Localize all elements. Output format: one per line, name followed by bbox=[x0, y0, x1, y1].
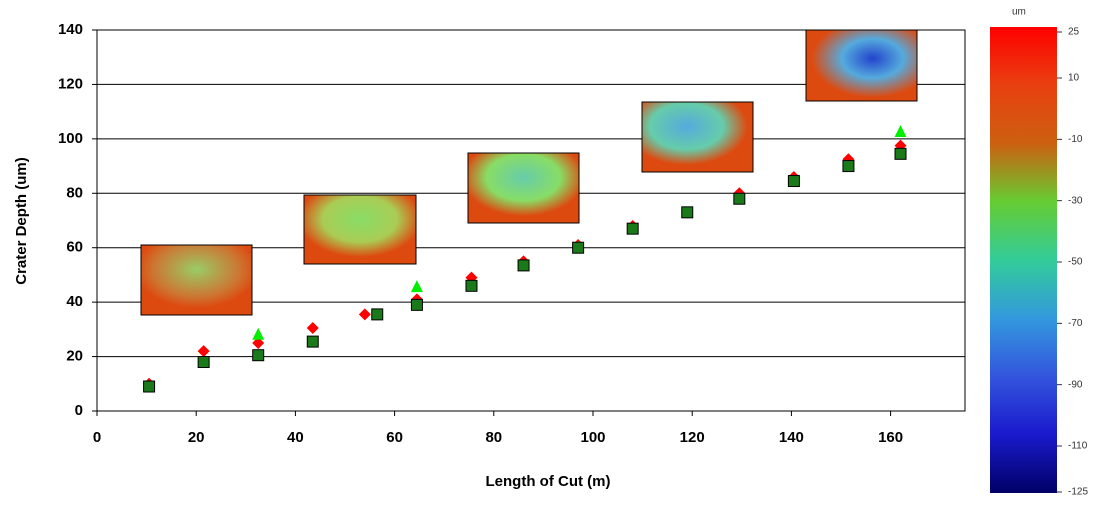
square-marker bbox=[682, 207, 693, 218]
colorbar-tick-label: -125 bbox=[1068, 487, 1088, 498]
crater-image bbox=[304, 195, 416, 264]
colorbar-tick-label: -30 bbox=[1068, 195, 1083, 206]
square-marker bbox=[627, 223, 638, 234]
colorbar bbox=[990, 27, 1057, 493]
x-tick-label: 140 bbox=[779, 429, 804, 446]
chart: 020406080100120140020406080100120140160 … bbox=[0, 0, 1104, 503]
square-marker bbox=[466, 280, 477, 291]
y-tick-label: 60 bbox=[66, 239, 83, 256]
y-tick-label: 20 bbox=[66, 348, 83, 365]
square-marker bbox=[843, 161, 854, 172]
colorbar-tick-label: 10 bbox=[1068, 73, 1080, 84]
square-marker bbox=[895, 148, 906, 159]
page: 020406080100120140020406080100120140160 … bbox=[0, 0, 1104, 508]
colorbar-tick-label: -70 bbox=[1068, 318, 1083, 329]
y-tick-label: 140 bbox=[58, 21, 83, 38]
triangle-marker bbox=[411, 280, 423, 292]
colorbar-tick-label: -10 bbox=[1068, 134, 1083, 145]
y-axis-title: Crater Depth (um) bbox=[13, 157, 30, 285]
x-tick-label: 40 bbox=[287, 429, 304, 446]
x-tick-label: 60 bbox=[386, 429, 403, 446]
crater-image bbox=[806, 30, 917, 101]
y-tick-label: 120 bbox=[58, 75, 83, 92]
y-tick-label: 100 bbox=[58, 130, 83, 147]
x-tick-label: 100 bbox=[580, 429, 605, 446]
x-tick-label: 20 bbox=[188, 429, 205, 446]
square-marker bbox=[734, 193, 745, 204]
y-tick-label: 40 bbox=[66, 293, 83, 310]
triangle-marker bbox=[252, 328, 264, 340]
square-marker bbox=[372, 309, 383, 320]
square-marker bbox=[307, 336, 318, 347]
crater-image bbox=[468, 153, 579, 223]
x-axis-title: Length of Cut (m) bbox=[486, 473, 611, 490]
x-tick-label: 80 bbox=[485, 429, 502, 446]
square-marker bbox=[788, 176, 799, 187]
diamond-marker bbox=[307, 322, 319, 334]
colorbar-tick-label: -50 bbox=[1068, 257, 1083, 268]
square-marker bbox=[411, 299, 422, 310]
square-marker bbox=[518, 260, 529, 271]
y-tick-label: 80 bbox=[66, 184, 83, 201]
triangle-marker bbox=[895, 125, 907, 137]
square-marker bbox=[253, 350, 264, 361]
square-marker bbox=[573, 242, 584, 253]
crater-image bbox=[141, 245, 252, 315]
x-tick-label: 0 bbox=[93, 429, 101, 446]
colorbar-title: um bbox=[1012, 7, 1026, 18]
colorbar-tick-label: -110 bbox=[1068, 441, 1088, 452]
x-tick-label: 160 bbox=[878, 429, 903, 446]
square-marker bbox=[198, 357, 209, 368]
crater-insets bbox=[141, 30, 917, 315]
y-tick-label: 0 bbox=[75, 402, 83, 419]
crater-image bbox=[642, 102, 753, 172]
x-tick-label: 120 bbox=[680, 429, 705, 446]
colorbar-tick-label: 25 bbox=[1068, 27, 1080, 38]
diamond-marker bbox=[198, 345, 210, 357]
colorbar-tick-label: -90 bbox=[1068, 379, 1083, 390]
square-marker bbox=[144, 381, 155, 392]
diamond-marker bbox=[359, 308, 371, 320]
